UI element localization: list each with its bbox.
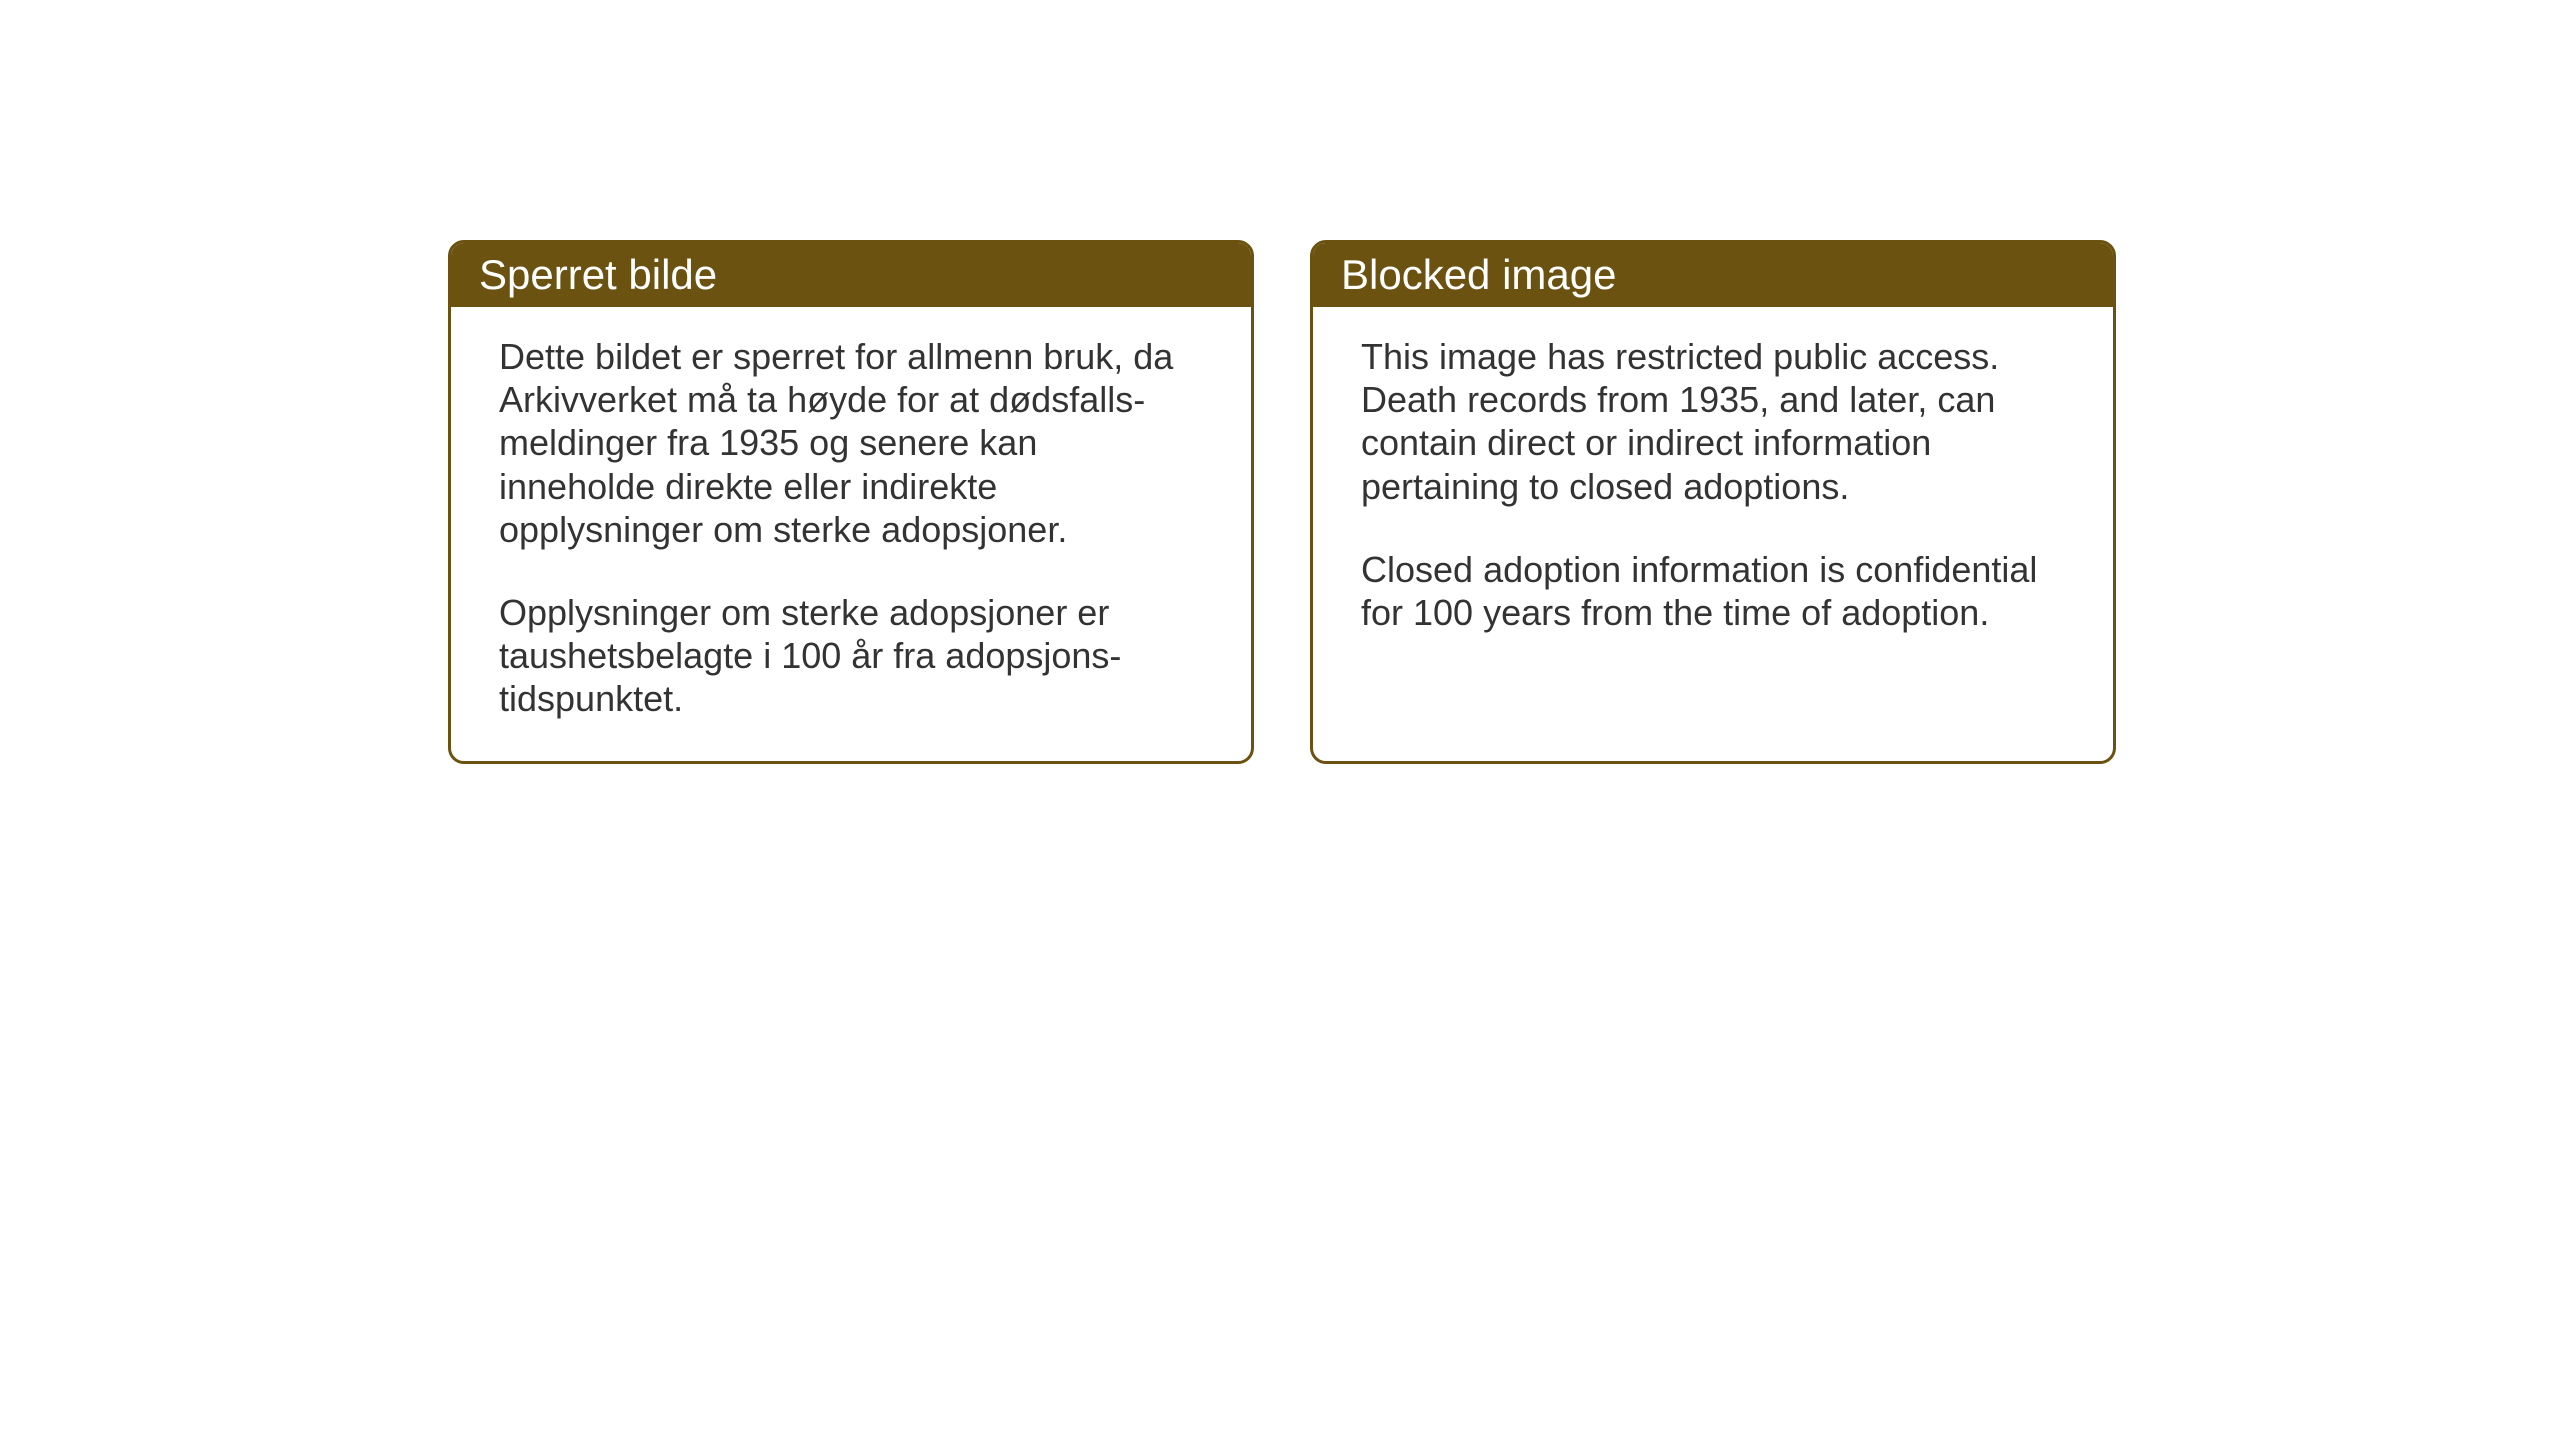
notice-container: Sperret bilde Dette bildet er sperret fo…	[448, 240, 2116, 764]
notice-body: This image has restricted public access.…	[1313, 307, 2113, 674]
notice-paragraph: Opplysninger om sterke adopsjoner er tau…	[499, 591, 1203, 721]
notice-card-english: Blocked image This image has restricted …	[1310, 240, 2116, 764]
notice-paragraph: Dette bildet er sperret for allmenn bruk…	[499, 335, 1203, 551]
notice-paragraph: Closed adoption information is confident…	[1361, 548, 2065, 634]
notice-header: Blocked image	[1313, 243, 2113, 307]
notice-body: Dette bildet er sperret for allmenn bruk…	[451, 307, 1251, 761]
notice-paragraph: This image has restricted public access.…	[1361, 335, 2065, 508]
notice-card-norwegian: Sperret bilde Dette bildet er sperret fo…	[448, 240, 1254, 764]
notice-header: Sperret bilde	[451, 243, 1251, 307]
